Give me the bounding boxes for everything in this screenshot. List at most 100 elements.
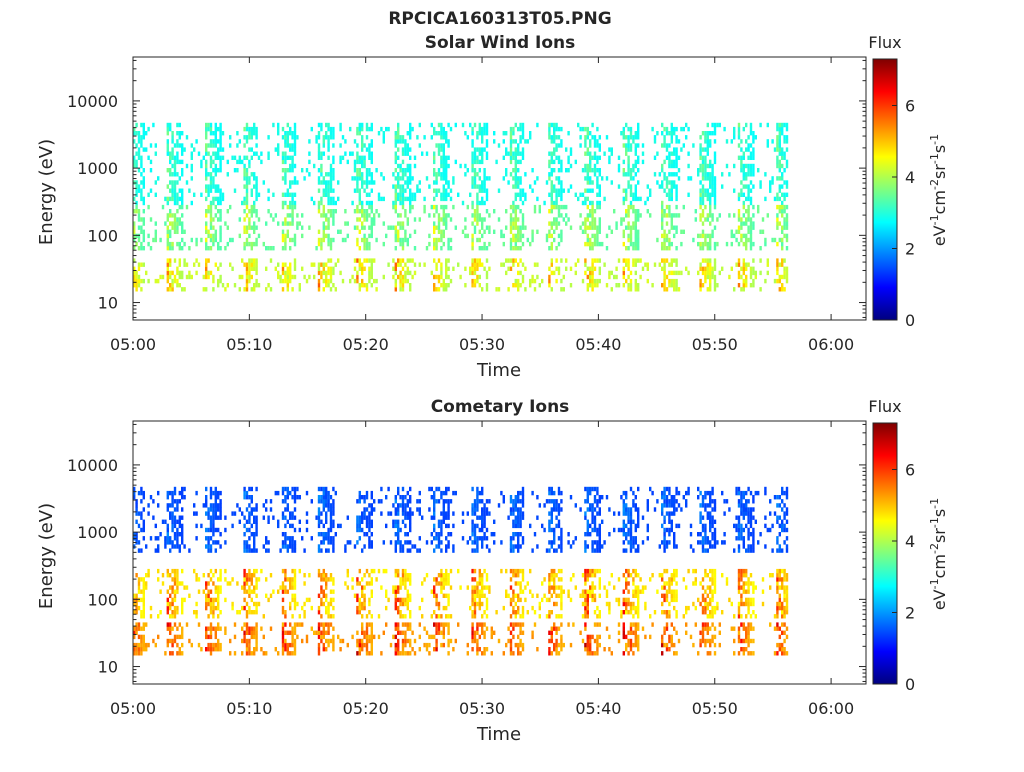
heatmap-cell: [332, 511, 334, 515]
heatmap-cell: [635, 189, 637, 193]
heatmap-cell: [397, 639, 399, 643]
heatmap-cell: [255, 131, 257, 135]
heatmap-cell: [366, 209, 368, 213]
heatmap-cell: [551, 189, 553, 193]
heatmap-cell: [776, 160, 778, 164]
heatmap-cell: [140, 143, 142, 147]
heatmap-cell: [224, 598, 226, 602]
heatmap-cell: [594, 221, 596, 225]
heatmap-cell: [510, 548, 512, 552]
heatmap-cell: [747, 147, 749, 151]
heatmap-cell: [320, 520, 322, 524]
heatmap-cell: [138, 643, 140, 647]
heatmap-cell: [745, 279, 747, 283]
heatmap-cell: [443, 581, 445, 585]
heatmap-cell: [323, 487, 325, 491]
heatmap-cell: [171, 271, 173, 275]
heatmap-cell: [294, 180, 296, 184]
heatmap-cell: [479, 168, 481, 172]
heatmap-cell: [510, 267, 512, 271]
heatmap-cell: [287, 230, 289, 234]
heatmap-cell: [483, 246, 485, 250]
heatmap-cell: [287, 221, 289, 225]
heatmap-cell: [565, 168, 567, 172]
heatmap-cell: [407, 197, 409, 201]
heatmap-cell: [399, 614, 401, 618]
heatmap-cell: [282, 156, 284, 160]
heatmap-cell: [371, 139, 373, 143]
heatmap-cell: [383, 569, 385, 573]
heatmap-cell: [774, 238, 776, 242]
heatmap-cell: [155, 221, 157, 225]
heatmap-cell: [512, 221, 514, 225]
heatmap-cell: [589, 209, 591, 213]
heatmap-cell: [299, 221, 301, 225]
heatmap-cell: [483, 123, 485, 127]
heatmap-cell: [368, 540, 370, 544]
heatmap-cell: [399, 528, 401, 532]
heatmap-cell: [306, 279, 308, 283]
heatmap-cell: [714, 189, 716, 193]
heatmap-cell: [174, 197, 176, 201]
heatmap-cell: [176, 536, 178, 540]
heatmap-cell: [515, 123, 517, 127]
heatmap-cell: [239, 610, 241, 614]
heatmap-cell: [704, 164, 706, 168]
heatmap-cell: [169, 156, 171, 160]
heatmap-cell: [510, 622, 512, 626]
heatmap-cell: [167, 643, 169, 647]
heatmap-cell: [510, 569, 512, 573]
heatmap-cell: [565, 147, 567, 151]
heatmap-cell: [500, 234, 502, 238]
heatmap-cell: [327, 147, 329, 151]
heatmap-cell: [315, 631, 317, 635]
heatmap-cell: [332, 127, 334, 131]
heatmap-cell: [176, 156, 178, 160]
heatmap-cell: [709, 172, 711, 176]
heatmap-cell: [167, 131, 169, 135]
heatmap-cell: [471, 238, 473, 242]
heatmap-cell: [181, 610, 183, 614]
heatmap-cell: [397, 528, 399, 532]
heatmap-cell: [781, 201, 783, 205]
heatmap-cell: [327, 503, 329, 507]
heatmap-cell: [608, 226, 610, 230]
heatmap-cell: [255, 184, 257, 188]
heatmap-cell: [248, 226, 250, 230]
heatmap-cell: [560, 279, 562, 283]
heatmap-cell: [222, 147, 224, 151]
heatmap-cell: [661, 217, 663, 221]
heatmap-cell: [704, 271, 706, 275]
heatmap-cell: [471, 631, 473, 635]
heatmap-cell: [781, 287, 783, 291]
heatmap-cell: [270, 507, 272, 511]
heatmap-cell: [474, 213, 476, 217]
heatmap-cell: [143, 528, 145, 532]
heatmap-cell: [212, 275, 214, 279]
heatmap-cell: [721, 172, 723, 176]
heatmap-cell: [143, 627, 145, 631]
heatmap-cell: [704, 147, 706, 151]
heatmap-cell: [666, 193, 668, 197]
heatmap-cell: [143, 127, 145, 131]
heatmap-cell: [668, 143, 670, 147]
heatmap-cell: [479, 176, 481, 180]
heatmap-cell: [450, 639, 452, 643]
heatmap-cell: [781, 184, 783, 188]
heatmap-cell: [140, 635, 142, 639]
heatmap-cell: [371, 267, 373, 271]
heatmap-cell: [294, 275, 296, 279]
heatmap-cell: [471, 139, 473, 143]
heatmap-cell: [488, 230, 490, 234]
heatmap-cell: [510, 647, 512, 651]
heatmap-cell: [385, 127, 387, 131]
heatmap-cell: [284, 221, 286, 225]
heatmap-cell: [200, 524, 202, 528]
heatmap-cell: [246, 184, 248, 188]
heatmap-cell: [291, 635, 293, 639]
heatmap-cell: [179, 271, 181, 275]
heatmap-cell: [747, 213, 749, 217]
heatmap-cell: [599, 279, 601, 283]
heatmap-cell: [399, 242, 401, 246]
heatmap-cell: [320, 573, 322, 577]
